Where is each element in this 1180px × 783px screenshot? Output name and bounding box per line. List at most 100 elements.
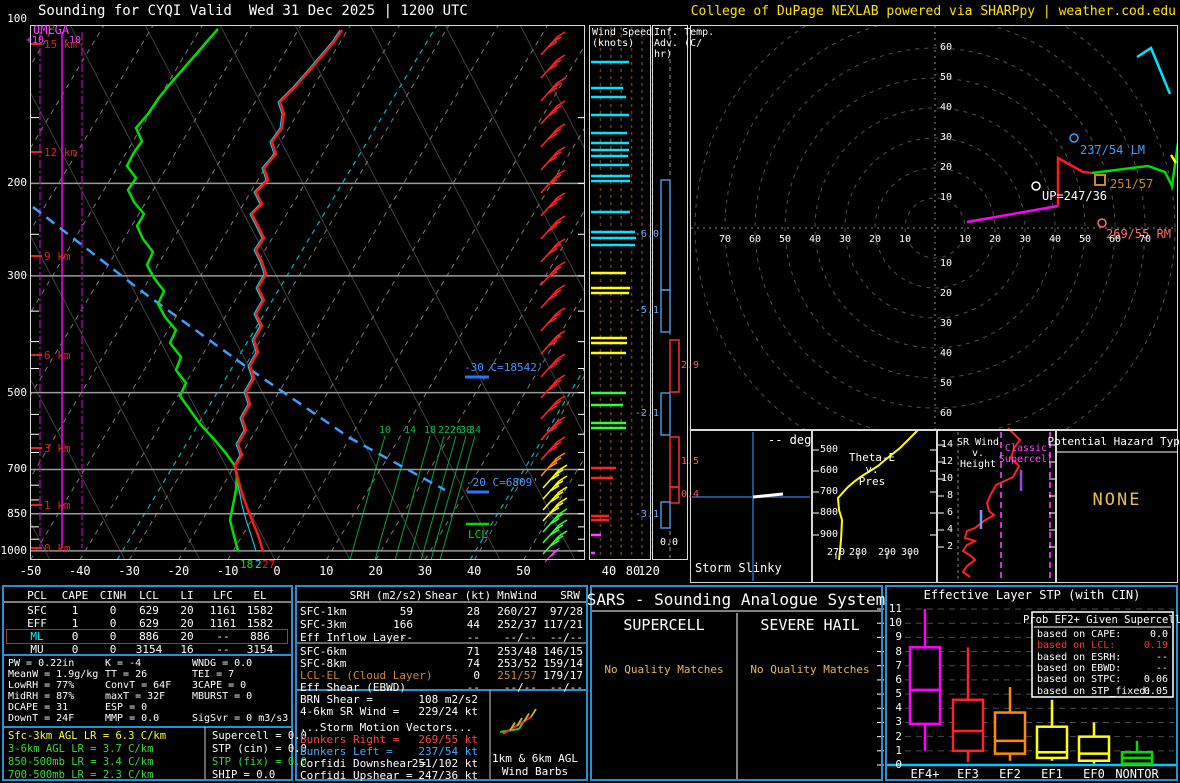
hodo-ring-label: 60 [748,234,762,245]
temp-axis-label: 50 [516,564,531,578]
storm-motion-row-label: Corfidi Upshear = [300,769,413,782]
pcl-cell: 16 [180,643,194,656]
line [550,506,560,514]
wind-barb-icon [540,100,566,125]
pressure-label: 300 [7,268,27,282]
thetae-x-label: 270 [826,547,846,558]
thermo-index: LowRH = 77% [8,680,75,691]
line [548,155,558,163]
wind-barb-icon [540,353,566,378]
thetae-x-label: 280 [848,547,868,558]
thetae-title: v. [865,463,879,476]
barb-icon-tick [530,708,537,718]
line [548,132,558,140]
stp-y-label: 1 [895,743,902,757]
brand-link[interactable]: College of DuPage NEXLAB powered via SHA… [690,4,1176,19]
line [548,109,558,117]
hodo-ring-label: 20 [988,234,1002,245]
line [548,293,558,301]
pressure-label: 700 [7,462,27,476]
line [548,224,558,232]
hodo-ring-label: 10 [898,234,912,245]
barb-icon-tick [509,722,516,731]
barb-caption: Wind Barbs [501,765,569,778]
pcl-cell: 20 [180,604,194,617]
thetae-x-label: 290 [877,547,897,558]
pressure-label: 200 [7,176,27,190]
srh-cell: --/-- [549,631,583,644]
surface-temp: 27 [262,558,276,571]
storm-slinky-panel [690,430,812,583]
stp-category-label: NONTOR [1115,767,1159,781]
line [558,530,568,537]
km-label: 1 km [44,499,71,512]
mixing-ratio-label: 22 [438,425,450,436]
line [558,508,568,515]
wind-barb-icon [540,215,566,240]
dry-adiabat [31,379,126,559]
srh-cell: 166 [393,618,413,631]
hodo-trace-3-6km [1056,155,1093,206]
stp-legend-value: 0.05 [1143,685,1168,697]
hodo-ring [814,107,1056,349]
pcl-header: PCL [27,589,47,602]
pcl-cell: 886 [139,630,159,643]
sars-supercell-header: SUPERCELL [623,616,705,634]
stp-title: Effective Layer STP (with CIN) [923,588,1141,602]
surface-dewpoint: 18 [240,558,254,571]
dry-adiabat [144,26,426,559]
srh-row-label: SFC-8km [300,657,347,670]
mixing-ratio-label: 30 [460,425,472,436]
hodo-ring-label: 70 [718,234,732,245]
pcl-header: EL [253,589,267,602]
isotherm [424,293,584,559]
wind-barb-icon [540,31,566,56]
thermo-index: maxT = 32F [105,691,166,702]
barb-icon-tick [523,713,530,722]
lapse-rate: 850-500mb LR = 3.4 C/km [8,756,154,768]
line [558,519,568,526]
isotherm [326,128,584,559]
line [556,123,566,130]
hodo-ring [904,197,966,259]
pcl-cell: 629 [139,617,159,630]
thetae-title: Pres [858,475,886,488]
indices-panel [2,585,293,781]
isotherm [523,457,584,559]
pcl-cell: 0 [71,630,79,643]
sars-hail-result: No Quality Matches [750,663,870,676]
isotherm [474,375,584,559]
thermo-index: DownT = 24F [8,713,75,724]
srh-cell: --/-- [549,681,583,694]
hodo-ring-label: 50 [940,72,953,83]
lapse-rate: 3-6km AGL LR = 3.7 C/km [8,743,154,755]
temp-adv-value: -2.1 [634,408,659,419]
km-label: 3 km [44,442,71,455]
hodo-ring-label: 70 [1138,234,1152,245]
hazard-value: NONE [1092,490,1142,510]
thetae-x-label: 300 [900,547,920,558]
srh-cell: 59 [399,605,413,618]
line [556,215,566,222]
storm-motion-marker [1069,133,1079,143]
stp-legend-label: based on STPC: [1037,674,1122,686]
temp-adv-box [669,486,680,504]
mixing-ratio-line [420,435,457,559]
stp-legend-value: -- [1155,651,1168,663]
hazard-panel [1056,430,1178,583]
freezing-level-annotation: -30 C=18542' [464,361,544,374]
skewt-panel [30,25,585,560]
line [556,374,566,381]
hodograph-graphics [691,26,1177,429]
pcl-cell: 0 [109,604,117,617]
thermo-index: ESP = 0 [105,702,148,713]
line [550,517,560,525]
wind-barb-icon [544,547,560,563]
srh-cell: -- [466,681,480,694]
srh-cell: --/-- [503,631,537,644]
line [554,502,564,509]
hodo-ring [694,26,1176,429]
line [556,238,566,245]
line [556,436,566,443]
pcl-cell: 629 [139,604,159,617]
